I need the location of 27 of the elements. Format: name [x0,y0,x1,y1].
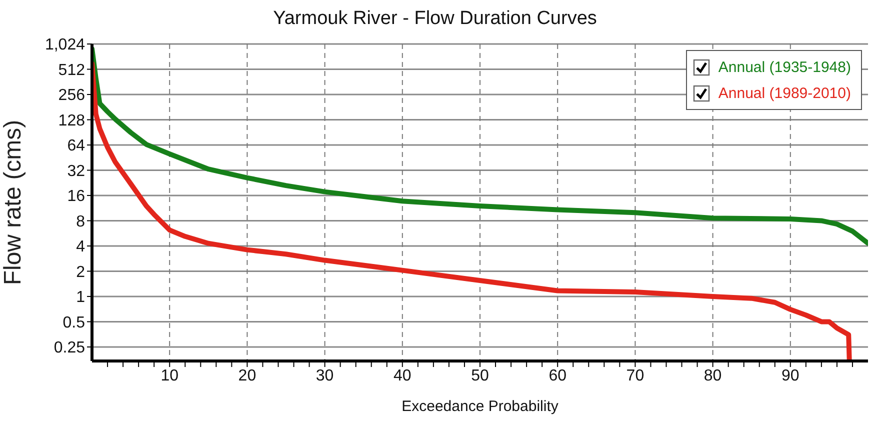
y-axis-title: Flow rate (cms) [0,120,27,286]
chart-title: Yarmouk River - Flow Duration Curves [272,8,598,30]
y-tick-label: 2 [76,264,86,281]
y-tick-label: 8 [76,213,86,230]
x-tick-label: 60 [548,367,567,384]
y-tick-label: 16 [67,188,86,206]
x-tick-label: 10 [160,367,179,384]
y-tick-label: 1,024 [44,36,86,54]
y-tick-label: 0.25 [54,340,86,357]
y-tick-label: 512 [58,62,86,79]
x-tick-label: 20 [238,367,256,384]
x-axis-title: Exceedance Probability [402,398,559,415]
x-tick-label: 30 [316,367,334,384]
y-tick-label: 256 [58,87,86,104]
text: Annual (1989-2010) [718,84,851,102]
text: Annual (1935-1948) [718,58,851,76]
y-tick-label: 32 [67,162,86,180]
y-tick-label: 128 [58,112,86,130]
y-tick-label: 0.5 [62,314,86,332]
y-tick-label: 4 [76,238,86,256]
x-tick-label: 70 [626,367,644,384]
x-tick-label: 90 [782,367,800,384]
x-tick-label: 80 [704,367,722,384]
y-tick-label: 1 [76,289,86,306]
x-tick-label: 50 [471,367,489,384]
x-tick-label: 40 [394,367,412,384]
y-tick-label: 64 [67,138,86,155]
